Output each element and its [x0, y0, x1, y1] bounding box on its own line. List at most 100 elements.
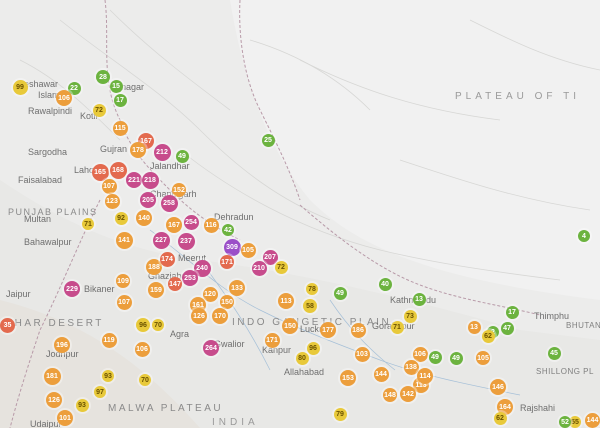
aqi-marker[interactable]: 42 [222, 224, 234, 236]
aqi-marker[interactable]: 207 [262, 249, 278, 265]
aqi-marker[interactable]: 72 [274, 260, 288, 274]
aqi-marker[interactable]: 80 [295, 351, 309, 365]
aqi-marker[interactable]: 186 [350, 322, 366, 338]
aqi-marker[interactable]: 254 [183, 214, 199, 230]
aqi-marker[interactable]: 107 [101, 178, 117, 194]
aqi-marker[interactable]: 212 [153, 143, 171, 161]
aqi-marker[interactable]: 309 [223, 238, 241, 256]
aqi-marker[interactable]: 144 [585, 413, 600, 428]
aqi-marker[interactable]: 96 [136, 318, 150, 332]
aqi-marker[interactable]: 105 [476, 351, 490, 365]
aqi-marker[interactable]: 170 [212, 308, 228, 324]
aqi-marker[interactable]: 22 [67, 81, 81, 95]
aqi-marker[interactable]: 221 [126, 172, 142, 188]
aqi-marker[interactable]: 258 [160, 194, 178, 212]
aqi-marker[interactable]: 52 [559, 416, 571, 428]
aqi-marker[interactable]: 55 [569, 416, 581, 428]
aqi-marker[interactable]: 93 [102, 370, 114, 382]
aqi-marker[interactable]: 35 [0, 317, 15, 333]
aqi-marker[interactable]: 49 [175, 149, 189, 163]
aqi-marker[interactable]: 177 [320, 322, 336, 338]
aqi-marker[interactable]: 40 [378, 277, 392, 291]
aqi-marker[interactable]: 92 [114, 211, 128, 225]
aqi-marker[interactable]: 171 [220, 255, 234, 269]
aqi-marker[interactable]: 147 [168, 277, 182, 291]
aqi-marker[interactable]: 113 [278, 293, 294, 309]
aqi-marker[interactable]: 159 [148, 282, 164, 298]
aqi-marker[interactable]: 45 [547, 346, 561, 360]
aqi-marker[interactable]: 13 [412, 292, 426, 306]
aqi-marker[interactable]: 148 [383, 388, 397, 402]
aqi-marker[interactable]: 17 [113, 93, 127, 107]
aqi-marker[interactable]: 17 [505, 305, 519, 319]
aqi-marker[interactable]: 49 [428, 350, 442, 364]
aqi-marker[interactable]: 150 [220, 295, 234, 309]
aqi-marker[interactable]: 153 [340, 370, 356, 386]
aqi-marker[interactable]: 101 [57, 410, 73, 426]
aqi-marker[interactable]: 106 [56, 90, 72, 106]
aqi-marker[interactable]: 188 [146, 259, 162, 275]
aqi-marker[interactable]: 105 [240, 242, 256, 258]
aqi-marker[interactable]: 138 [403, 359, 419, 375]
aqi-marker[interactable]: 58 [303, 299, 317, 313]
aqi-marker[interactable]: 178 [130, 142, 146, 158]
aqi-marker[interactable]: 106 [412, 346, 428, 362]
aqi-marker[interactable]: 4 [578, 230, 590, 242]
aqi-marker[interactable]: 71 [390, 320, 404, 334]
aqi-marker[interactable]: 15 [109, 79, 123, 93]
aqi-marker[interactable]: 13 [467, 320, 481, 334]
aqi-marker[interactable]: 237 [177, 232, 195, 250]
aqi-marker[interactable]: 62 [481, 329, 495, 343]
aqi-marker[interactable]: 106 [134, 341, 150, 357]
aqi-marker[interactable]: 164 [497, 399, 513, 415]
aqi-marker[interactable]: 99 [12, 79, 28, 95]
aqi-marker[interactable]: 253 [182, 270, 198, 286]
aqi-marker[interactable]: 123 [104, 193, 120, 209]
aqi-marker[interactable]: 229 [64, 281, 80, 297]
aqi-marker[interactable]: 181 [43, 367, 61, 385]
aqi-marker[interactable]: 96 [306, 341, 320, 355]
aqi-marker[interactable]: 167 [166, 217, 182, 233]
aqi-marker[interactable]: 264 [203, 340, 219, 356]
aqi-marker[interactable]: 78 [306, 283, 318, 295]
aqi-marker[interactable]: 93 [75, 398, 89, 412]
aqi-marker[interactable]: 174 [159, 251, 175, 267]
aqi-marker[interactable]: 120 [202, 286, 218, 302]
aqi-marker[interactable]: 133 [229, 280, 245, 296]
aqi-marker[interactable]: 115 [112, 120, 128, 136]
aqi-marker[interactable]: 107 [116, 294, 132, 310]
aqi-marker[interactable]: 97 [94, 386, 106, 398]
aqi-marker[interactable]: 71 [82, 218, 94, 230]
aqi-marker[interactable]: 171 [264, 332, 280, 348]
aqi-marker[interactable]: 116 [203, 217, 219, 233]
aqi-marker[interactable]: 165 [91, 163, 109, 181]
aqi-marker[interactable]: 62 [493, 411, 507, 425]
aqi-marker[interactable]: 152 [172, 183, 186, 197]
aqi-marker[interactable]: 126 [46, 392, 62, 408]
aqi-marker[interactable]: 49 [449, 351, 463, 365]
aqi-marker[interactable]: 227 [152, 231, 170, 249]
aqi-marker[interactable]: 210 [251, 260, 267, 276]
aqi-marker[interactable]: 47 [500, 321, 514, 335]
aqi-marker[interactable]: 205 [140, 192, 156, 208]
aqi-marker[interactable]: 25 [261, 133, 275, 147]
aqi-marker[interactable]: 140 [136, 210, 152, 226]
aqi-marker[interactable]: 103 [354, 346, 370, 362]
aqi-marker[interactable]: 28 [96, 70, 110, 84]
aqi-marker[interactable]: 49 [333, 286, 347, 300]
aqi-marker[interactable]: 150 [282, 318, 298, 334]
aqi-marker[interactable]: 70 [152, 319, 164, 331]
aqi-marker[interactable]: 142 [400, 386, 416, 402]
aqi-marker[interactable]: 240 [193, 259, 211, 277]
aqi-marker[interactable]: 146 [490, 379, 506, 395]
aqi-marker[interactable]: 73 [403, 309, 417, 323]
aqi-marker[interactable]: 109 [116, 274, 130, 288]
aqi-marker[interactable]: 144 [373, 366, 389, 382]
aqi-marker[interactable]: 168 [109, 161, 127, 179]
aqi-marker[interactable]: 79 [333, 407, 347, 421]
aqi-marker[interactable]: 196 [54, 337, 70, 353]
aqi-marker[interactable]: 119 [101, 332, 117, 348]
aqi-marker[interactable]: 141 [115, 231, 133, 249]
aqi-marker[interactable]: 70 [139, 374, 151, 386]
